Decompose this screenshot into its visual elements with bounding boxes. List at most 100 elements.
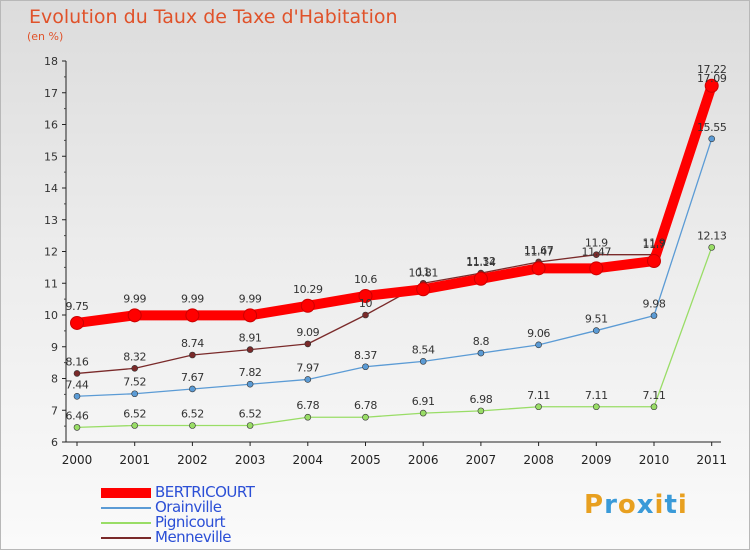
data-label: 7.82 [239, 366, 262, 379]
legend-swatch [101, 521, 151, 524]
data-label: 9.99 [239, 292, 262, 305]
logo-letter: P [584, 490, 605, 520]
data-label: 11.47 [582, 245, 612, 258]
data-point [131, 390, 138, 398]
data-point [362, 311, 369, 319]
data-point [535, 403, 542, 411]
data-point [70, 315, 84, 330]
data-label: 11.67 [524, 244, 554, 257]
chart-title: Evolution du Taux de Taxe d'Habitation [29, 6, 398, 28]
data-point [300, 298, 315, 313]
x-tick-label: 2008 [523, 453, 554, 467]
data-point [592, 403, 600, 411]
data-point [185, 308, 200, 323]
series-layer [70, 78, 719, 431]
data-label: 10.29 [293, 283, 323, 296]
data-label: 9.51 [585, 313, 608, 326]
y-tick-label: 7 [51, 404, 58, 417]
data-label: 7.67 [181, 371, 204, 384]
data-point [362, 413, 369, 421]
data-label: 7.44 [66, 378, 89, 391]
data-label: 7.11 [585, 389, 608, 402]
data-label: 15.55 [697, 121, 727, 134]
data-label: 11 [417, 265, 430, 278]
chart-unit-label: (en %) [27, 30, 64, 43]
data-point [246, 380, 254, 388]
y-tick-label: 8 [51, 373, 58, 386]
legend-label: Orainville [155, 498, 222, 516]
data-point [419, 409, 427, 417]
data-label: 6.91 [412, 395, 435, 408]
series-pignicourt [73, 244, 716, 431]
data-point [73, 424, 81, 431]
data-point [362, 363, 369, 371]
x-tick-label: 2003 [235, 453, 266, 467]
y-tick-label: 14 [44, 182, 58, 195]
data-label: 8.74 [181, 337, 204, 350]
y-tick-label: 18 [44, 55, 58, 68]
y-tick-label: 12 [44, 246, 58, 259]
data-label: 6.78 [354, 399, 377, 412]
data-label: 8.16 [66, 355, 89, 368]
logo-letter: o [617, 490, 637, 520]
data-label: 8.91 [239, 332, 262, 345]
y-tick-label: 10 [44, 309, 58, 322]
logo-letter: x [636, 490, 655, 520]
data-label: 6.52 [181, 407, 204, 420]
data-point [473, 271, 488, 286]
data-label: 9.09 [296, 326, 319, 339]
y-tick-label: 15 [44, 150, 58, 163]
data-label: 7.11 [527, 389, 550, 402]
y-tick-label: 11 [44, 277, 58, 290]
data-label: 17.22 [697, 63, 727, 76]
data-point [419, 358, 427, 365]
data-label: 8.54 [412, 343, 435, 356]
data-point [304, 340, 312, 348]
series-menneville [73, 86, 716, 377]
data-label: 9.99 [123, 292, 146, 305]
data-point [477, 349, 485, 357]
data-point [304, 376, 312, 383]
legend-item: Pignicourt [101, 515, 254, 530]
logo-letter: r [604, 490, 618, 520]
data-point [416, 282, 431, 297]
data-point [477, 407, 485, 415]
x-tick-label: 2011 [696, 453, 727, 467]
data-point [73, 392, 81, 400]
y-tick-label: 9 [51, 341, 58, 354]
x-tick-label: 2006 [408, 453, 439, 467]
x-tick-label: 2002 [177, 453, 208, 467]
legend-label: Menneville [155, 528, 232, 546]
logo-letter: t [664, 490, 678, 520]
logo-letter: i [677, 490, 688, 520]
data-point [650, 312, 658, 319]
data-label: 7.97 [296, 361, 319, 374]
y-tick-label: 13 [44, 214, 58, 227]
series-bertricourt [70, 78, 719, 330]
data-point [131, 422, 138, 429]
data-label: 8.32 [123, 350, 146, 363]
data-label: 9.98 [643, 298, 666, 311]
data-point [708, 135, 716, 143]
data-point [535, 341, 542, 349]
data-label: 12.13 [697, 229, 727, 242]
data-label: 9.06 [527, 327, 550, 340]
data-point [647, 254, 661, 269]
y-tick-label: 17 [44, 87, 58, 100]
data-point [358, 288, 373, 303]
data-label: 6.98 [469, 393, 492, 406]
data-label: 10.6 [354, 273, 377, 286]
data-label: 7.11 [643, 389, 666, 402]
data-labels-layer: 7.44 7.52 7.67 7.82 7.97 8.37 8.54 8.8 9.06 9.51 9… [66, 63, 728, 423]
data-point [589, 261, 604, 276]
legend-item: Menneville [101, 530, 254, 545]
x-tick-label: 2009 [581, 453, 612, 467]
x-tick-label: 2005 [350, 453, 381, 467]
legend-label: BERTRICOURT [155, 483, 255, 501]
data-point [189, 385, 196, 393]
data-point [131, 365, 138, 372]
data-label: 6.52 [239, 407, 262, 420]
data-point [189, 422, 196, 429]
series-orainville [73, 135, 716, 400]
series-line [76, 84, 717, 328]
